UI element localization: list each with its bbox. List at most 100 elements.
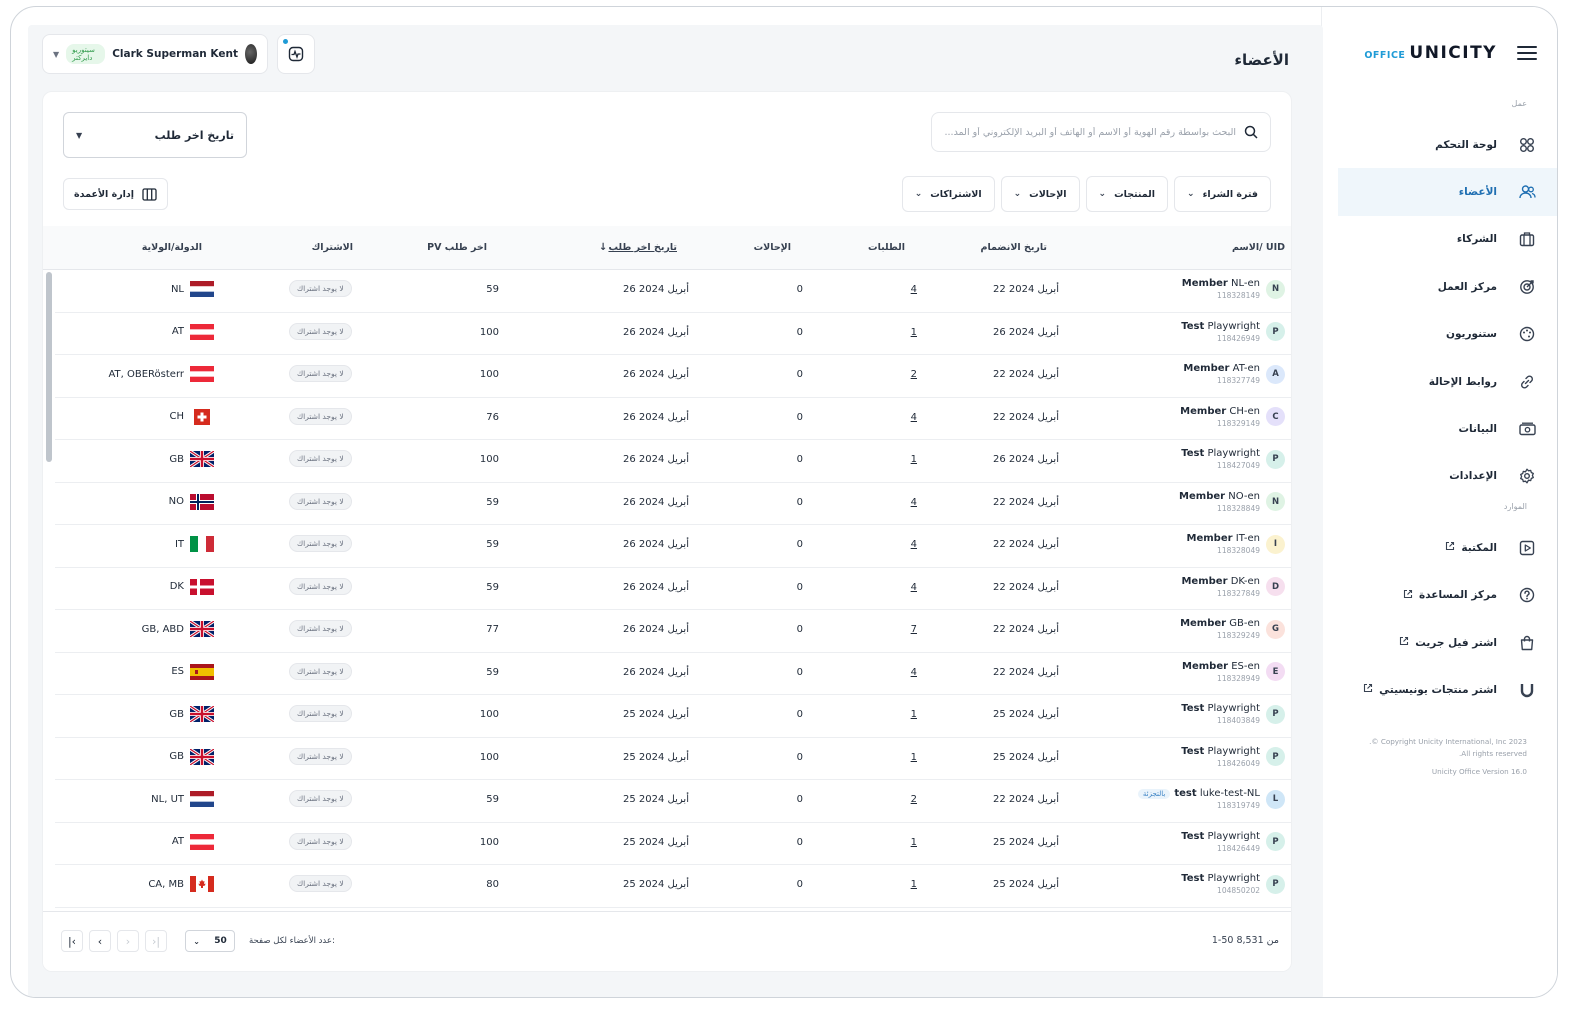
member-cell[interactable]: Test Playwright 104850202 P (1181, 873, 1285, 895)
table-row[interactable]: Member IT-en 118328049 I 22 أبريل 2024 4 0 26 … (55, 525, 1291, 568)
table-row[interactable]: Member DK-en 118327849 D 22 أبريل 2024 4 0 26 … (55, 568, 1291, 610)
prev-page-button[interactable]: ‹ (89, 930, 111, 952)
member-cell[interactable]: Member NO-en 118328849 N (1179, 491, 1285, 513)
orders-link[interactable]: 1 (910, 326, 917, 338)
member-name[interactable]: Member CH-en (1180, 406, 1260, 417)
orders-link[interactable]: 1 (910, 751, 917, 763)
sidebar-item-palette[interactable]: ستنوريون (1322, 311, 1557, 358)
member-name[interactable]: Test Playwright (1181, 831, 1260, 842)
col-header-orders[interactable]: الطلبات (868, 242, 905, 253)
table-row[interactable]: Test Playwright 118403849 P 25 أبريل 2024 1 0… (55, 695, 1291, 738)
member-name[interactable]: Test Playwright (1181, 448, 1260, 459)
col-header-country[interactable]: الدولة/الولاية (141, 242, 202, 253)
menu-icon[interactable] (1517, 46, 1537, 60)
manage-columns-button[interactable]: إدارة الأعمدة (63, 178, 169, 210)
joined-date: 22 أبريل 2024 (993, 794, 1059, 805)
table-row[interactable]: Test Playwright 118426949 P 26 أبريل 2024 1 0… (55, 313, 1291, 355)
table-row[interactable]: بالتجزئة test luke-test-NL 118319749 L 22 أب… (55, 780, 1291, 823)
member-cell[interactable]: Member ES-en 118328949 E (1182, 661, 1285, 683)
member-cell[interactable]: Member CH-en 118329149 C (1180, 406, 1285, 428)
member-cell[interactable]: Member DK-en 118327849 D (1181, 576, 1285, 598)
member-cell[interactable]: Test Playwright 118426049 P (1181, 746, 1285, 768)
member-name[interactable]: Test Playwright (1181, 746, 1260, 757)
last-page-button[interactable]: ›| (145, 930, 167, 952)
orders-link[interactable]: 4 (910, 666, 917, 678)
col-header-last-order[interactable]: تاريخ اخر طلب (608, 242, 677, 253)
orders-link[interactable]: 1 (910, 454, 917, 465)
member-cell[interactable]: Member NL-en 118328149 N (1182, 278, 1285, 300)
member-cell[interactable]: Member AT-en 118327749 A (1183, 363, 1285, 385)
orders-link[interactable]: 2 (910, 794, 917, 805)
orders-link[interactable]: 4 (910, 496, 917, 508)
table-row[interactable]: Test Playwright 104850202 P 25 أبريل 2024 1 0… (55, 865, 1291, 908)
orders-link[interactable]: 1 (910, 836, 917, 848)
member-name[interactable]: Member IT-en (1187, 533, 1260, 544)
member-cell[interactable]: Member GB-en 118329249 G (1180, 618, 1285, 640)
member-cell[interactable]: Test Playwright 118426949 P (1181, 321, 1285, 343)
next-page-button[interactable]: › (117, 930, 139, 952)
orders-link[interactable]: 4 (910, 411, 917, 423)
table-row[interactable]: Member CH-en 118329149 C 22 أبريل 2024 4 0 26 … (55, 398, 1291, 440)
country-cell: NO (169, 493, 214, 510)
member-cell[interactable]: Test Playwright 118426449 P (1181, 831, 1285, 853)
member-name[interactable]: Member ES-en (1182, 661, 1260, 672)
sidebar-item-money[interactable]: البيانات (1322, 405, 1557, 452)
orders-link[interactable]: 4 (910, 539, 917, 550)
filter-button[interactable]: المنتجات ⌄ (1085, 176, 1169, 212)
sidebar-item-gear[interactable]: الإعدادات (1322, 453, 1557, 500)
member-name[interactable]: Test Playwright (1181, 703, 1260, 714)
table-row[interactable]: Member NL-en 118328149 N 22 أبريل 2024 4 0 26 … (55, 270, 1291, 313)
sidebar-item-dashboard[interactable]: لوحة التحكم (1322, 121, 1557, 168)
orders-link[interactable]: 2 (910, 369, 917, 380)
table-row[interactable]: Test Playwright 118427049 P 26 أبريل 2024 1 0… (55, 440, 1291, 483)
table-row[interactable]: Test Playwright 118426049 P 25 أبريل 2024 1 0… (55, 738, 1291, 780)
table-row[interactable]: Member ES-en 118328949 E 22 أبريل 2024 4 0 26 … (55, 653, 1291, 695)
filter-button[interactable]: الاشتراكات ⌄ (901, 176, 995, 212)
sort-select[interactable]: ▼ تاريخ اخر طلب (63, 112, 247, 158)
sidebar-item-link[interactable]: روابط الإحالة (1322, 358, 1557, 405)
per-page-select[interactable]: ⌄ 50 (185, 930, 235, 952)
orders-link[interactable]: 4 (910, 581, 917, 593)
member-name[interactable]: Test Playwright (1181, 873, 1260, 884)
unicity-logo[interactable]: OFFICE UNICITY (1364, 43, 1497, 63)
col-header-pv[interactable]: PV اخر طلب (427, 242, 487, 253)
sidebar-item-unicity-u[interactable]: اشتر منتجات يونيسيتي (1322, 666, 1557, 713)
col-header-referrals[interactable]: الإحالات (753, 242, 791, 253)
member-name[interactable]: Member AT-en (1183, 363, 1260, 374)
first-page-button[interactable]: |‹ (61, 930, 83, 952)
orders-link[interactable]: 4 (910, 284, 917, 295)
sidebar-item-help[interactable]: مركز المساعدة (1322, 572, 1557, 619)
sidebar-item-members[interactable]: الأعضاء (1338, 168, 1557, 216)
filter-button[interactable]: الإحالات ⌄ (1000, 176, 1080, 212)
filter-button[interactable]: فترة الشراء ⌄ (1174, 176, 1271, 212)
sidebar-item-target[interactable]: مركز العمل (1322, 263, 1557, 310)
member-cell[interactable]: Test Playwright 118427049 P (1181, 448, 1285, 470)
member-cell[interactable]: بالتجزئة test luke-test-NL 118319749 L (1137, 788, 1285, 810)
member-name[interactable]: Member NL-en (1182, 278, 1260, 289)
search-input[interactable]: البحث بواسطة رقم الهوية أو الاسم أو الها… (931, 112, 1271, 152)
member-cell[interactable]: Test Playwright 118403849 P (1181, 703, 1285, 725)
col-header-name[interactable]: الاسم/ UID (1231, 242, 1285, 253)
member-name[interactable]: Test Playwright (1181, 321, 1260, 332)
member-cell[interactable]: Member IT-en 118328049 I (1187, 533, 1285, 555)
member-name[interactable]: Member NO-en (1179, 491, 1260, 502)
col-header-subscription[interactable]: الاشتراك (311, 242, 353, 253)
scrollbar-thumb[interactable] (46, 272, 52, 462)
member-name[interactable]: Member DK-en (1181, 576, 1260, 587)
orders-link[interactable]: 7 (910, 624, 917, 635)
table-row[interactable]: Test Playwright 118426449 P 25 أبريل 2024 1 0… (55, 823, 1291, 865)
table-row[interactable]: Member GB-en 118329249 G 22 أبريل 2024 7 0 26 … (55, 610, 1291, 653)
activity-button[interactable] (277, 34, 315, 74)
table-row[interactable]: Member AT-en 118327749 A 22 أبريل 2024 2 0 26 … (55, 355, 1291, 398)
orders-link[interactable]: 1 (910, 879, 917, 890)
col-header-joined[interactable]: تاريخ الانضمام (980, 242, 1047, 253)
at-flag-icon (190, 833, 214, 850)
user-menu[interactable]: ▼ سيتوريو دايركتر Clark Superman Kent (42, 34, 268, 74)
orders-link[interactable]: 1 (910, 709, 917, 720)
sidebar-item-play[interactable]: المكتبة (1322, 524, 1557, 571)
sidebar-item-bag[interactable]: اشتر فيل جريت (1322, 619, 1557, 666)
member-name[interactable]: بالتجزئة test luke-test-NL (1137, 788, 1260, 799)
table-row[interactable]: Member NO-en 118328849 N 22 أبريل 2024 4 0 26 … (55, 483, 1291, 525)
sidebar-item-briefcase[interactable]: الشركاء (1322, 216, 1557, 263)
member-name[interactable]: Member GB-en (1180, 618, 1260, 629)
